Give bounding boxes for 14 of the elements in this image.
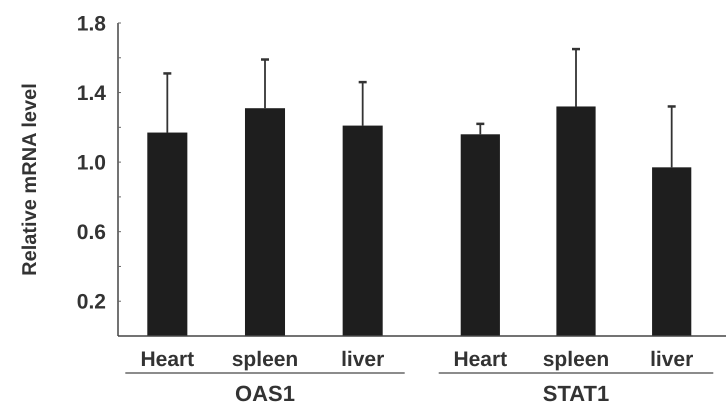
x-axis-title: STAT1 [542, 381, 610, 406]
x-tick-label: liver [650, 348, 694, 371]
x-tick-label: spleen [232, 348, 298, 371]
y-tick-label: 0.2 [76, 290, 106, 314]
x-axis-title: OAS1 [235, 381, 295, 406]
y-tick-label: 1.8 [76, 12, 106, 36]
x-tick-label: Heart [140, 348, 194, 371]
y-tick-label: 1.4 [76, 82, 106, 105]
y-tick-label: 1.0 [76, 151, 106, 174]
x-tick-label: spleen [542, 348, 610, 371]
x-tick-label: Heart [453, 348, 508, 371]
y-axis-title: Relative mRNA level [19, 83, 41, 276]
x-tick-label: liver [341, 348, 384, 371]
y-tick-label: 0.6 [76, 221, 106, 244]
